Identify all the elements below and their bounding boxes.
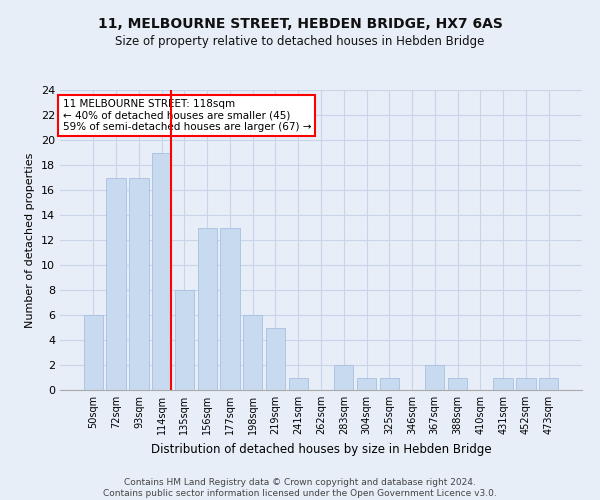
Bar [220, 228, 239, 390]
Bar [266, 328, 285, 390]
Bar [129, 178, 149, 390]
Bar [357, 378, 376, 390]
Bar [152, 152, 172, 390]
Bar [243, 315, 262, 390]
Bar [516, 378, 536, 390]
Text: 11, MELBOURNE STREET, HEBDEN BRIDGE, HX7 6AS: 11, MELBOURNE STREET, HEBDEN BRIDGE, HX7… [98, 18, 502, 32]
Bar [539, 378, 558, 390]
Bar [448, 378, 467, 390]
Bar [106, 178, 126, 390]
Bar [175, 290, 194, 390]
Y-axis label: Number of detached properties: Number of detached properties [25, 152, 35, 328]
Bar [425, 365, 445, 390]
Bar [197, 228, 217, 390]
Bar [380, 378, 399, 390]
Text: 11 MELBOURNE STREET: 118sqm
← 40% of detached houses are smaller (45)
59% of sem: 11 MELBOURNE STREET: 118sqm ← 40% of det… [62, 99, 311, 132]
Text: Contains HM Land Registry data © Crown copyright and database right 2024.
Contai: Contains HM Land Registry data © Crown c… [103, 478, 497, 498]
Text: Size of property relative to detached houses in Hebden Bridge: Size of property relative to detached ho… [115, 35, 485, 48]
Bar [289, 378, 308, 390]
Bar [84, 315, 103, 390]
Bar [493, 378, 513, 390]
X-axis label: Distribution of detached houses by size in Hebden Bridge: Distribution of detached houses by size … [151, 442, 491, 456]
Bar [334, 365, 353, 390]
